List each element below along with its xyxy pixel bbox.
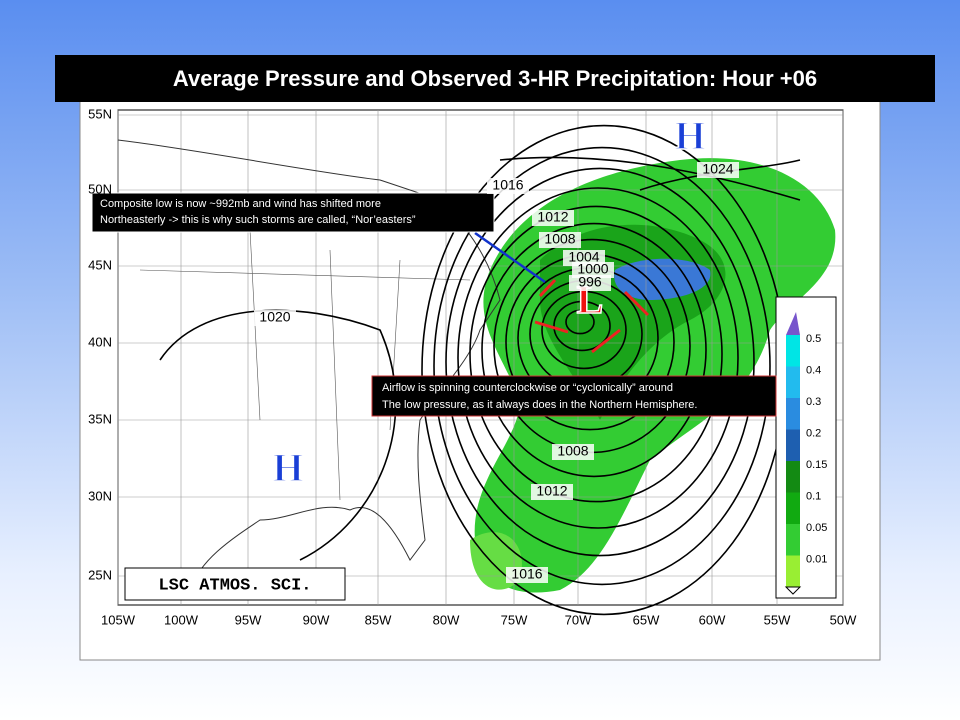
isobar-label: 996 [578, 274, 602, 290]
legend-swatch [786, 555, 800, 587]
lat-label: 30N [88, 488, 112, 503]
isobar-label: 1008 [557, 443, 588, 459]
legend-label: 0.05 [806, 522, 827, 534]
lon-label: 75W [501, 612, 528, 627]
isobar-label: 1020 [259, 309, 290, 325]
high-label: H [272, 445, 303, 490]
lon-label: 70W [565, 612, 592, 627]
isobar-label: 1008 [544, 231, 575, 247]
lat-label: 25N [88, 567, 112, 582]
lon-label: 65W [633, 612, 660, 627]
annotation-text: Composite low is now ~992mb and wind has… [100, 198, 381, 210]
legend-swatch [786, 461, 800, 493]
isobar-label: 1004 [568, 249, 599, 265]
annotation-box [371, 375, 777, 417]
legend-label: 0.4 [806, 364, 821, 376]
isobar-label-bg [572, 262, 614, 278]
legend-cap [784, 586, 802, 595]
legend-label: 0.2 [806, 427, 821, 439]
legend-label: 0.5 [806, 333, 821, 345]
isobar-label-bg [506, 567, 548, 583]
legend-cap [786, 312, 800, 335]
credit-box [124, 567, 346, 601]
isobar-label: 1024 [702, 161, 733, 177]
legend-swatch [786, 335, 800, 367]
isobar-label-bg [487, 178, 529, 194]
credit: LSC ATMOS. SCI. [158, 576, 311, 595]
isobar-label-bg [531, 484, 573, 500]
legend-swatch [786, 429, 800, 461]
lon-label: 105W [101, 612, 136, 627]
lat-label: 55N [88, 106, 112, 121]
legend-label: 0.3 [806, 396, 821, 408]
isobar-label: 1012 [537, 209, 568, 225]
isobar-label-bg [532, 210, 574, 226]
annotation-box [91, 192, 495, 233]
isobar-label: 1000 [577, 261, 608, 277]
isobar [433, 146, 771, 586]
isobar [445, 167, 755, 557]
annotation-text: The low pressure, as it always does in t… [382, 399, 697, 411]
legend-label: 0.01 [806, 553, 827, 565]
lon-label: 85W [365, 612, 392, 627]
lon-label: 95W [235, 612, 262, 627]
legend-swatch [786, 524, 800, 556]
legend-label: 0.1 [806, 490, 821, 502]
isobar [481, 222, 707, 478]
wind-arrows [534, 278, 650, 354]
isobar [565, 309, 595, 335]
lon-label: 50W [830, 612, 857, 627]
title: Average Pressure and Observed 3-HR Preci… [173, 66, 817, 91]
isobar [159, 309, 397, 561]
isobar [553, 300, 611, 352]
lon-label: 90W [303, 612, 330, 627]
lat-label: 35N [88, 411, 112, 426]
lon-label: 55W [764, 612, 791, 627]
isobar [469, 205, 723, 503]
coastline [117, 139, 501, 591]
isobar-label-bg [254, 310, 296, 326]
legend-label: 0.15 [806, 459, 827, 471]
isobar-label-bg [552, 444, 594, 460]
lon-label: 60W [699, 612, 726, 627]
lat-label: 50N [88, 181, 112, 196]
legend-swatch [786, 398, 800, 430]
annotation-text: Airflow is spinning counterclockwise or … [382, 382, 673, 394]
legend-swatch [786, 492, 800, 524]
isobar-label-bg [697, 162, 739, 178]
title-bar [55, 55, 935, 102]
isobar-label: 1016 [511, 566, 542, 582]
isobar-label-bg [539, 232, 581, 248]
isobar [499, 156, 801, 201]
lon-label: 100W [164, 612, 199, 627]
isobar [541, 290, 627, 370]
pointer-line [474, 231, 546, 284]
lon-label: 80W [433, 612, 460, 627]
isobar-label: 1012 [536, 483, 567, 499]
lat-label: 45N [88, 257, 112, 272]
legend-swatch [786, 366, 800, 398]
annotation-text: Northeasterly -> this is why such storms… [100, 214, 416, 226]
isobar-label: 1016 [492, 177, 523, 193]
isobar-label-bg [569, 275, 611, 291]
legend: 0.5 0.4 0.3 0.2 0.15 0.1 0.05 0.01 [784, 312, 827, 595]
lat-label: 40N [88, 334, 112, 349]
high-label: H [674, 113, 705, 158]
isobar [457, 187, 739, 529]
